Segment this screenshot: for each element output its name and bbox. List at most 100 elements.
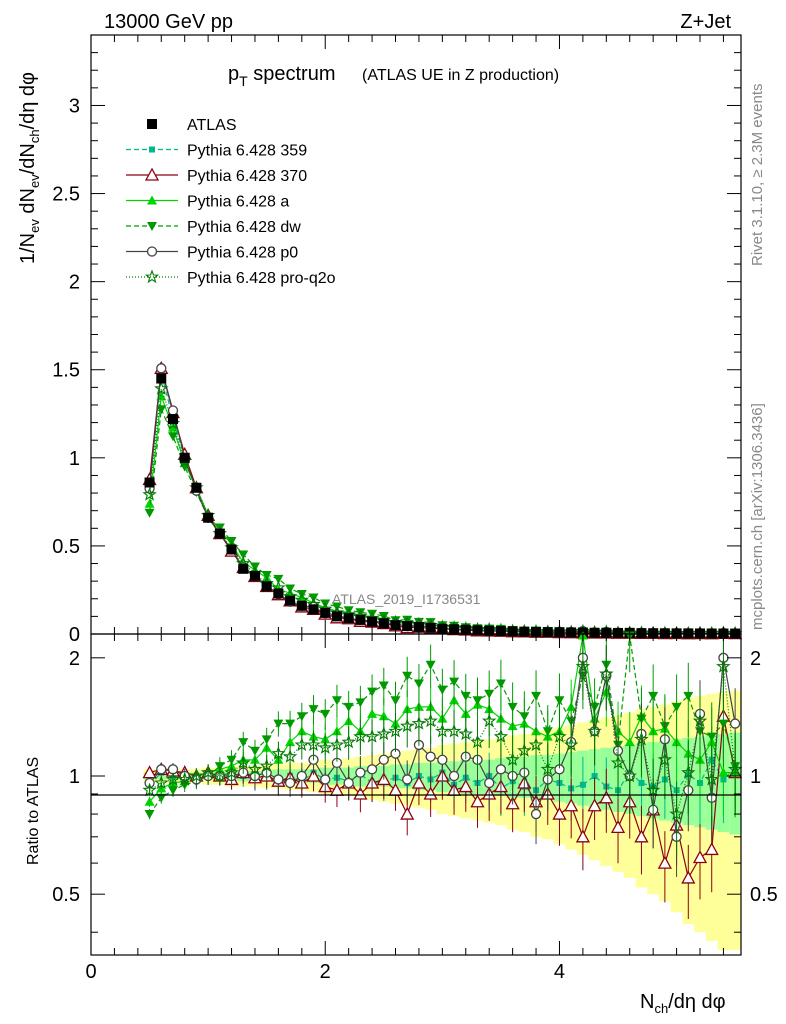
ratio-ytick-label-right: 0.5	[750, 884, 778, 906]
xtick-label: 2	[320, 961, 331, 983]
legend: ATLAS Pythia 6.428 359 Pythia 6.428 370 Pyt…	[126, 117, 336, 287]
ratio-point-pdw-27	[460, 691, 471, 701]
ratio-point-pp0-12	[284, 777, 296, 789]
ratio-point-pp0-26	[448, 770, 460, 782]
ratio-point-p370-40	[610, 819, 626, 833]
ratio-point-pq2o-30	[493, 729, 509, 743]
ratio-point-pq2o-44	[657, 752, 673, 766]
header-right: Z+Jet	[680, 11, 731, 33]
ratio-point-pp0-24	[425, 751, 436, 762]
main-point-pa-2	[167, 422, 178, 432]
legend-marker-pq2o	[144, 269, 160, 284]
ratio-point-p370-48	[704, 842, 719, 856]
ratio-point-pq2o-5	[200, 765, 216, 779]
atlas-point-10	[261, 581, 272, 592]
ratio-point-pq2o-13	[294, 737, 309, 752]
ratio-point-pp0-13	[296, 770, 307, 782]
xtick-label: 4	[554, 961, 565, 983]
ratio-ytick-label: 1	[69, 766, 80, 788]
legend-entry-p359: Pythia 6.428 359	[126, 143, 307, 160]
ratio-point-p370-44	[657, 855, 672, 869]
ratio-point-pq2o-43	[646, 782, 661, 797]
ratio-point-pdw-30	[495, 679, 506, 689]
ratio-point-p370-18	[353, 786, 368, 800]
ratio-point-p370-0	[142, 765, 157, 779]
ratio-point-pq2o-35	[552, 728, 567, 743]
ratio-point-pdw-8	[238, 738, 249, 748]
ratio-point-pdw-1	[156, 793, 167, 803]
ratio-point-pp0-1	[156, 764, 167, 775]
ratio-point-pq2o-18	[353, 728, 368, 743]
ratio-point-pdw-23	[413, 679, 424, 689]
main-point-pdw-18	[355, 608, 366, 618]
atlas-point-15	[320, 607, 331, 618]
ratio-point-pp0-29	[484, 777, 495, 789]
ratio-point-pdw-29	[484, 689, 495, 699]
atlas-point-44	[659, 628, 670, 639]
ratio-point-pdw-16	[331, 696, 342, 706]
legend-marker-atlas	[147, 119, 157, 129]
ratio-point-pdw-18	[355, 698, 366, 708]
ratio-point-pdw-24	[425, 660, 436, 670]
ratio-point-pp0-50	[729, 718, 741, 729]
main-point-pp0-1	[156, 363, 167, 374]
main-point-pdw-2	[167, 432, 178, 442]
atlas-point-42	[636, 628, 647, 639]
ratio-point-pa-12	[285, 737, 296, 747]
atlas-point-12	[285, 595, 296, 606]
ratio-point-pdw-19	[367, 687, 378, 697]
atlas-point-22	[402, 621, 413, 632]
ratio-point-pa-49	[718, 767, 729, 777]
ratio-point-p359-38	[591, 773, 598, 780]
legend-label-p370: Pythia 6.428 370	[187, 168, 307, 185]
atlas-point-14	[308, 604, 319, 615]
atlas-point-38	[589, 627, 600, 638]
ratio-point-pp0-25	[437, 754, 448, 765]
atlas-point-18	[355, 614, 366, 625]
ratio-point-pq2o-6	[212, 768, 227, 783]
atlas-point-21	[390, 620, 401, 631]
legend-entry-atlas: ATLAS	[147, 117, 237, 134]
main-point-pa-0	[144, 498, 155, 508]
main-point-pdw-22	[402, 615, 413, 625]
ratio-point-pdw-26	[449, 677, 460, 687]
ratio-point-p370-24	[423, 786, 438, 800]
atlas-point-8	[238, 563, 249, 574]
ratio-ylabel: Ratio to ATLAS	[25, 757, 42, 865]
ratio-point-pp0-33	[530, 808, 542, 820]
ratio-point-pp0-11	[273, 774, 284, 785]
ratio-point-pq2o-21	[388, 723, 403, 738]
ratio-point-pq2o-4	[189, 768, 204, 783]
mcplots-label: mcplots.cern.ch [arXiv:1306.3436]	[749, 403, 766, 630]
ratio-point-pq2o-22	[400, 718, 415, 733]
ratio-point-pdw-45	[671, 702, 682, 712]
ratio-point-p370-47	[692, 850, 708, 864]
ratio-line-pdw	[149, 635, 736, 815]
ratio-point-pq2o-20	[376, 726, 391, 741]
ratio-series-pp0	[144, 634, 741, 878]
ratio-point-pq2o-8	[235, 755, 251, 769]
axis-ticks: 00.511.522.530 2 40.5 0.51 12 2	[52, 34, 778, 983]
ratio-point-pq2o-41	[622, 768, 637, 783]
atlas-point-30	[495, 626, 506, 637]
ratio-point-pdw-46	[683, 691, 694, 701]
ratio-point-p370-35	[552, 806, 567, 820]
atlas-point-40	[613, 627, 624, 638]
ratio-point-pq2o-24	[423, 713, 438, 728]
ratio-point-pdw-11	[273, 719, 284, 729]
atlas-point-20	[378, 618, 389, 629]
ratio-point-pp0-18	[355, 767, 366, 778]
legend-label-pdw: Pythia 6.428 dw	[187, 219, 301, 236]
ratio-point-pq2o-12	[282, 749, 298, 763]
ratio-point-pq2o-32	[517, 743, 532, 757]
ratio-ytick-label-right: 2	[750, 648, 761, 670]
atlas-point-2	[167, 414, 178, 425]
legend-marker-pdw	[147, 222, 157, 231]
main-ytick-label: 2	[69, 272, 80, 294]
legend-label-pq2o: Pythia 6.428 pro-q2o	[187, 270, 336, 287]
ratio-point-pq2o-29	[482, 713, 497, 728]
ratio-point-pq2o-45	[669, 806, 684, 821]
main-point-pdw-11	[273, 574, 284, 584]
ratio-point-pq2o-9	[247, 761, 263, 776]
ratio-point-pdw-2	[167, 786, 178, 796]
